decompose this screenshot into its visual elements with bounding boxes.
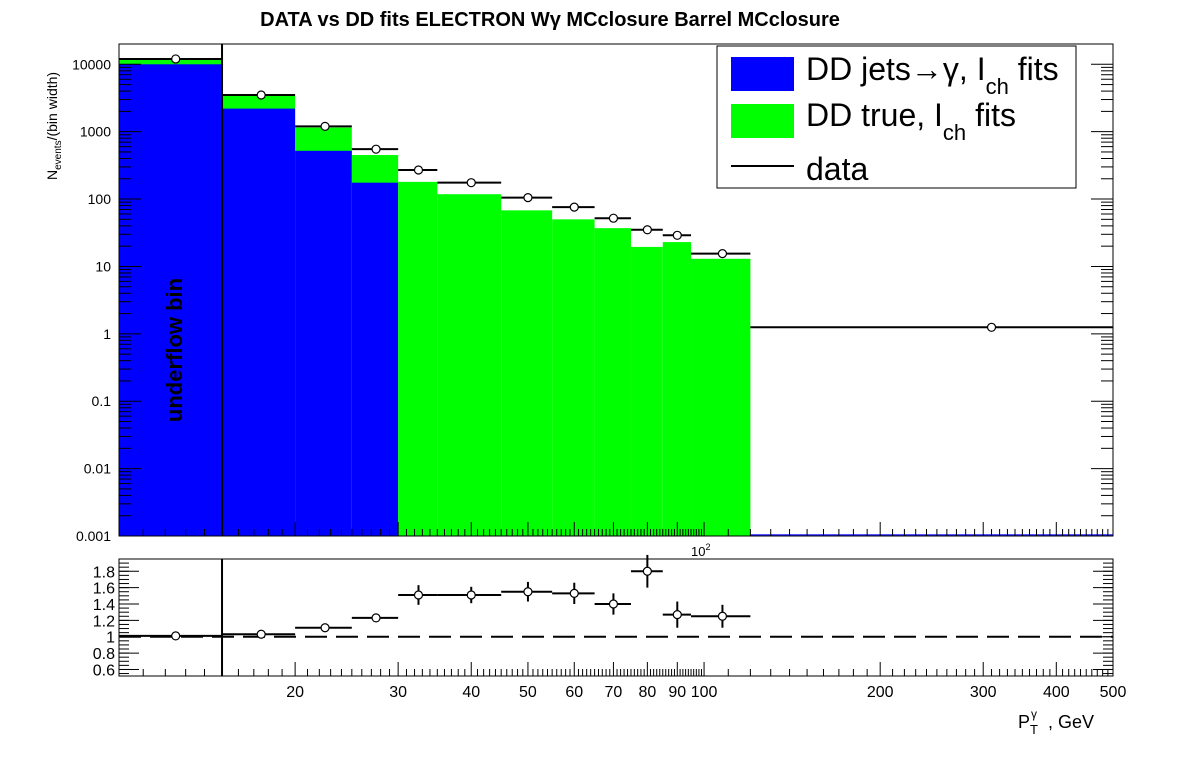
legend-label-data: data xyxy=(806,151,868,187)
x-tick-label-8: 100 xyxy=(691,684,718,701)
y-tick-label-2: 100 xyxy=(88,191,112,207)
ratio-points xyxy=(119,554,751,676)
x-tick-label-7: 90 xyxy=(668,684,686,701)
ratio-point-2 xyxy=(320,623,330,633)
ratio-tick-label-6: 0.6 xyxy=(93,662,115,679)
ratio-frame xyxy=(118,558,1114,677)
ratio-tick-label-1: 1.6 xyxy=(93,581,115,598)
main-frame xyxy=(118,43,1114,537)
bar-jets-1 xyxy=(222,108,296,536)
y-tick-label-1: 1000 xyxy=(80,124,111,140)
ratio-point-5 xyxy=(466,590,476,600)
bar-jets-2 xyxy=(295,150,352,536)
ratio-frame-bg xyxy=(119,559,1113,676)
legend-swatch-true xyxy=(731,104,794,138)
ratio-point-8 xyxy=(608,599,619,609)
x-tick-label-1: 30 xyxy=(389,684,407,701)
data-point-9 xyxy=(642,225,652,235)
data-point-4 xyxy=(413,165,424,175)
x-tick-label-3: 50 xyxy=(519,684,537,701)
ratio-tick-label-0: 1.8 xyxy=(93,564,115,581)
bar-true-6 xyxy=(501,210,553,536)
x-tick-label-12: 500 xyxy=(1100,684,1127,701)
data-point-0 xyxy=(171,54,181,64)
x-tick-label-5: 70 xyxy=(605,684,623,701)
x-tick-label-9: 200 xyxy=(867,684,894,701)
x-scale-marker: 102 xyxy=(691,542,710,559)
data-point-3 xyxy=(371,144,381,154)
legend-label-true: DD true, Ich fits xyxy=(806,97,1016,145)
x-tick-label-6: 80 xyxy=(638,684,656,701)
ratio-point-7 xyxy=(569,588,579,598)
y-tick-label-3: 10 xyxy=(95,258,111,274)
ratio-plot: 1.81.61.41.210.80.6 20 30 40 50 60 70 80 90 100 2… xyxy=(93,554,1127,737)
data-point-8 xyxy=(608,213,619,223)
x-tick-label-2: 40 xyxy=(462,684,480,701)
ratio-tick-label-4: 1 xyxy=(106,630,115,647)
legend-swatch-jets xyxy=(731,57,794,91)
x-axis-main xyxy=(142,522,1114,536)
x-tick-label-10: 300 xyxy=(970,684,997,701)
ratio-point-6 xyxy=(523,587,533,597)
ratio-y-axis: 1.81.61.41.210.80.6 xyxy=(93,562,1113,679)
ratio-point-1 xyxy=(256,629,266,639)
data-points xyxy=(119,54,1113,332)
bar-true-4 xyxy=(398,181,438,536)
ratio-point-11 xyxy=(717,611,728,621)
y-tick-label-0: 10000 xyxy=(72,56,111,72)
ratio-point-4 xyxy=(413,590,424,600)
ratio-point-10 xyxy=(672,610,682,620)
bar-jets-0 xyxy=(119,64,223,536)
ratio-tick-label-5: 0.8 xyxy=(93,646,115,663)
bar-jets-3 xyxy=(351,182,399,536)
legend-label-jets: DD jets→γ, Ich fits xyxy=(806,51,1059,99)
ratio-point-3 xyxy=(371,613,381,623)
y-tick-label-5: 0.1 xyxy=(92,393,112,409)
y-axis: 10000 1000 100 10 1 0.1 0.01 0.001 xyxy=(72,43,1113,544)
histogram-bars xyxy=(119,44,1113,537)
y-tick-label-6: 0.01 xyxy=(84,461,111,477)
bar-true-10 xyxy=(662,242,692,536)
data-point-5 xyxy=(466,178,476,188)
x-tick-label-4: 60 xyxy=(565,684,583,701)
x-tick-label-0: 20 xyxy=(286,684,304,701)
y-tick-label-4: 1 xyxy=(103,326,111,342)
x-tick-label-11: 400 xyxy=(1043,684,1070,701)
data-point-11 xyxy=(717,249,728,259)
y-axis-label: Nevents/(bin width) xyxy=(44,72,64,180)
bar-true-11 xyxy=(691,258,751,536)
data-point-2 xyxy=(320,121,330,131)
data-point-6 xyxy=(523,193,533,203)
ratio-tick-label-3: 1.2 xyxy=(93,613,115,630)
bar-true-5 xyxy=(437,194,502,536)
chart-title: DATA vs DD fits ELECTRON Wγ MCclosure Ba… xyxy=(260,9,840,31)
data-point-1 xyxy=(256,90,266,100)
ratio-tick-label-2: 1.4 xyxy=(93,597,115,614)
ratio-point-0 xyxy=(171,631,181,641)
bar-true-9 xyxy=(630,246,663,536)
underflow-annotation: underflow bin xyxy=(162,278,187,422)
bar-true-7 xyxy=(552,219,595,536)
data-point-10 xyxy=(672,230,682,240)
bar-true-8 xyxy=(594,228,631,536)
data-point-12 xyxy=(986,322,997,332)
ratio-point-9 xyxy=(642,566,652,576)
x-axis-label: PTγ, GeV xyxy=(1018,707,1094,737)
data-point-7 xyxy=(569,202,579,212)
y-tick-label-7: 0.001 xyxy=(76,528,111,544)
legend: DD jets→γ, Ich fits DD true, Ich fits da… xyxy=(716,45,1077,189)
